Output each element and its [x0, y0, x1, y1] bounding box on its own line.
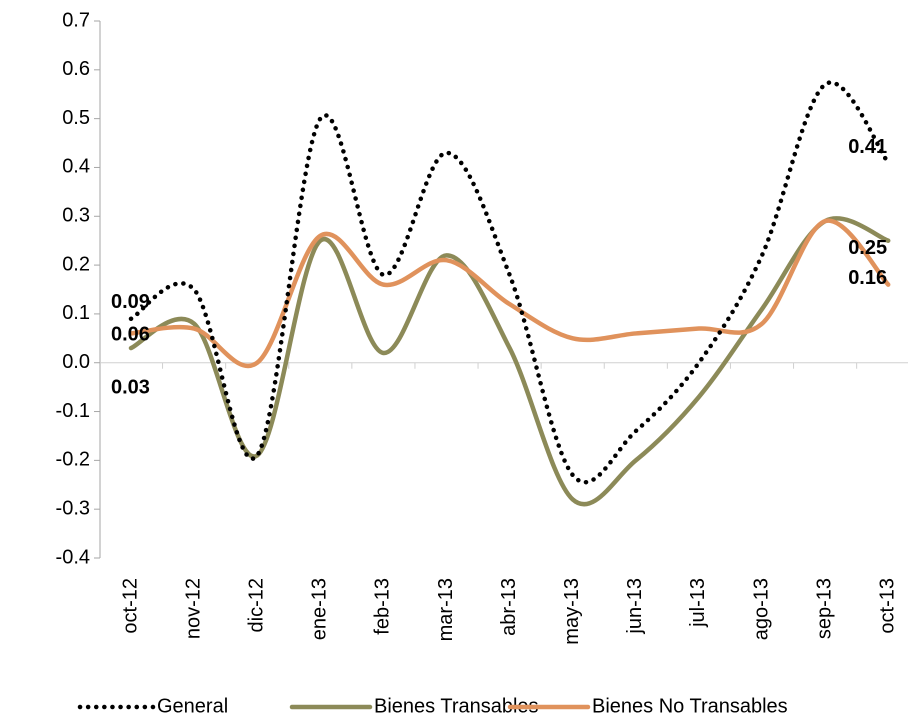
line-0 [128, 80, 891, 485]
x-tick-label: oct-13 [876, 578, 898, 634]
y-tick-label: 0.6 [62, 58, 90, 80]
y-tick-label: 0.2 [62, 253, 90, 275]
legend-label: Bienes No Transables [592, 695, 788, 717]
data-label: 0.16 [848, 267, 887, 289]
y-tick-label: 0.4 [62, 156, 90, 178]
x-tick-label: oct-12 [119, 578, 141, 634]
legend-item: Bienes No Transables [507, 695, 788, 717]
legend-item: Bienes Transables [289, 695, 539, 717]
data-label: 0.06 [111, 324, 150, 346]
y-tick-label: -0.2 [56, 449, 90, 471]
x-tick-label: sep-13 [813, 578, 835, 639]
x-tick-label: dic-12 [245, 578, 267, 632]
y-tick-label: -0.3 [56, 497, 90, 519]
legend-item: General [77, 695, 228, 717]
data-label: 0.03 [111, 376, 150, 398]
y-tick-label: 0.1 [62, 302, 90, 324]
y-tick-label: 0.3 [62, 205, 90, 227]
x-tick-label: jul-13 [687, 578, 709, 628]
x-tick-label: ago-13 [750, 578, 772, 640]
line-1 [128, 216, 891, 507]
x-tick-label: ene-13 [309, 578, 331, 640]
y-tick-label: 0.7 [62, 9, 90, 31]
x-tick-label: may-13 [561, 578, 583, 645]
x-tick-label: jun-13 [624, 578, 646, 635]
y-tick-label: -0.1 [56, 400, 90, 422]
line-2 [128, 218, 891, 368]
x-tick-label: feb-13 [372, 578, 394, 635]
data-label: 0.09 [111, 291, 150, 313]
data-label: 0.25 [848, 237, 887, 259]
x-tick-label: abr-13 [498, 578, 520, 636]
y-tick-label: -0.4 [56, 546, 90, 568]
y-tick-label: 0.0 [62, 351, 90, 373]
legend-label: General [157, 695, 228, 717]
data-label: 0.41 [848, 136, 887, 158]
y-tick-label: 0.5 [62, 107, 90, 129]
x-tick-label: nov-12 [182, 578, 204, 639]
legend-label: Bienes Transables [374, 695, 539, 717]
x-tick-label: mar-13 [435, 578, 457, 641]
